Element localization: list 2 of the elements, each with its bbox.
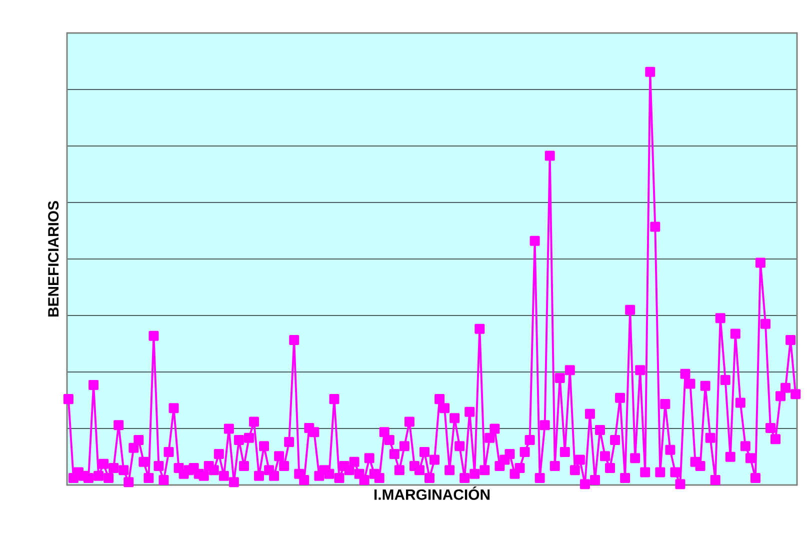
x-axis-title: I.MARGINACIÓN: [374, 486, 490, 500]
y-axis-title: BENEFICIARIOS: [48, 201, 59, 317]
